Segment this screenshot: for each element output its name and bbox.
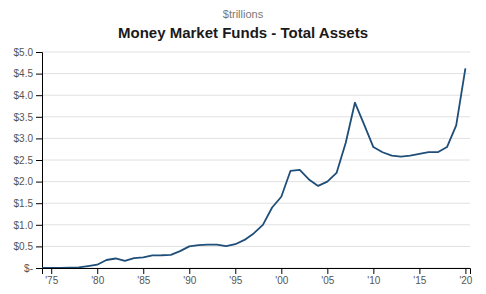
- y-tick-mark: [36, 203, 42, 204]
- y-tick-label: $-: [24, 263, 33, 274]
- grid-line: [42, 246, 470, 247]
- x-tick-label: '00: [275, 275, 288, 286]
- x-tick: '20: [459, 268, 472, 286]
- y-tick: $5.0: [14, 47, 42, 58]
- plot: '75 '80 '85 '90 '95 '00 '05 '10 '15 '20 $- $0.5 $1.0…: [14, 47, 473, 286]
- y-tick: $4.5: [14, 68, 42, 79]
- y-tick-mark: [36, 182, 42, 183]
- x-tick: '00: [275, 268, 288, 286]
- y-tick-label: $1.0: [14, 220, 34, 231]
- y-tick: $2.5: [14, 155, 42, 166]
- x-tick-mark: [281, 268, 282, 274]
- x-tick-label: '75: [45, 275, 58, 286]
- y-tick: $2.0: [14, 176, 42, 187]
- y-tick-label: $4.0: [14, 90, 34, 101]
- y-tick-mark: [36, 138, 42, 139]
- grid-line: [42, 160, 470, 161]
- x-tick-label: '95: [229, 275, 242, 286]
- x-tick-mark: [373, 268, 374, 274]
- y-tick: $3.0: [14, 133, 42, 144]
- x-tick: '95: [229, 268, 242, 286]
- grid-line: [42, 203, 470, 204]
- background: [0, 0, 486, 294]
- y-tick-mark: [36, 268, 42, 269]
- y-tick: $-: [24, 263, 42, 274]
- grid-line: [42, 138, 470, 139]
- y-axis: $- $0.5 $1.0 $1.5 $2.0 $2.5 $3.0 $3.5 $4.0 $4.5 $5…: [14, 47, 43, 274]
- y-tick-mark: [36, 74, 42, 75]
- x-tick-mark: [51, 268, 52, 274]
- grid: [42, 52, 470, 268]
- y-tick-label: $3.0: [14, 133, 34, 144]
- y-tick-label: $2.5: [14, 155, 34, 166]
- y-tick-label: $4.5: [14, 68, 34, 79]
- x-tick-label: '05: [321, 275, 334, 286]
- grid-line: [42, 73, 470, 74]
- y-tick: $0.5: [14, 241, 42, 252]
- x-tick-label: '90: [183, 275, 196, 286]
- x-tick-label: '10: [367, 275, 380, 286]
- y-tick-mark: [36, 52, 42, 53]
- x-axis: '75 '80 '85 '90 '95 '00 '05 '10 '15 '20: [43, 268, 473, 286]
- y-tick-mark: [36, 225, 42, 226]
- x-tick: '80: [91, 268, 104, 286]
- y-tick-label: $1.5: [14, 198, 34, 209]
- x-tick-mark: [97, 268, 98, 274]
- y-tick-mark: [36, 160, 42, 161]
- chart: $trillions Money Market Funds - Total Ass…: [0, 0, 486, 294]
- line: [42, 68, 465, 267]
- y-tick-label: $3.5: [14, 112, 34, 123]
- subtitle: $trillions: [223, 8, 264, 20]
- y-tick-mark: [36, 95, 42, 96]
- y-tick: $1.0: [14, 220, 42, 231]
- title: Money Market Funds - Total Assets: [118, 24, 368, 41]
- x-tick-mark: [143, 268, 144, 274]
- x-tick-mark: [419, 268, 420, 274]
- x-tick: '75: [45, 268, 58, 286]
- x-tick-mark: [465, 268, 466, 274]
- x-tick-mark: [235, 268, 236, 274]
- y-tick-label: $0.5: [14, 241, 34, 252]
- x-tick: '85: [137, 268, 150, 286]
- x-tick-label: '20: [459, 275, 472, 286]
- y-tick: $1.5: [14, 198, 42, 209]
- x-tick: '90: [183, 268, 196, 286]
- x-tick-mark: [327, 268, 328, 274]
- x-tick: '10: [367, 268, 380, 286]
- y-tick: $4.0: [14, 90, 42, 101]
- y-axis-line: [36, 53, 43, 269]
- x-tick-label: '80: [91, 275, 104, 286]
- x-tick: '15: [413, 268, 426, 286]
- y-tick-mark: [36, 246, 42, 247]
- grid-line: [42, 224, 470, 225]
- grid-line: [42, 116, 470, 117]
- y-tick-label: $2.0: [14, 176, 34, 187]
- series: [42, 68, 465, 267]
- y-tick: $3.5: [14, 112, 42, 123]
- x-tick-label: '85: [137, 275, 150, 286]
- grid-line: [42, 52, 470, 53]
- y-tick-mark: [36, 117, 42, 118]
- grid-line: [42, 181, 470, 182]
- grid-line: [42, 95, 470, 96]
- x-tick-mark: [189, 268, 190, 274]
- x-axis-line: [43, 269, 471, 275]
- y-tick-label: $5.0: [14, 47, 34, 58]
- x-tick-label: '15: [413, 275, 426, 286]
- x-tick: '05: [321, 268, 334, 286]
